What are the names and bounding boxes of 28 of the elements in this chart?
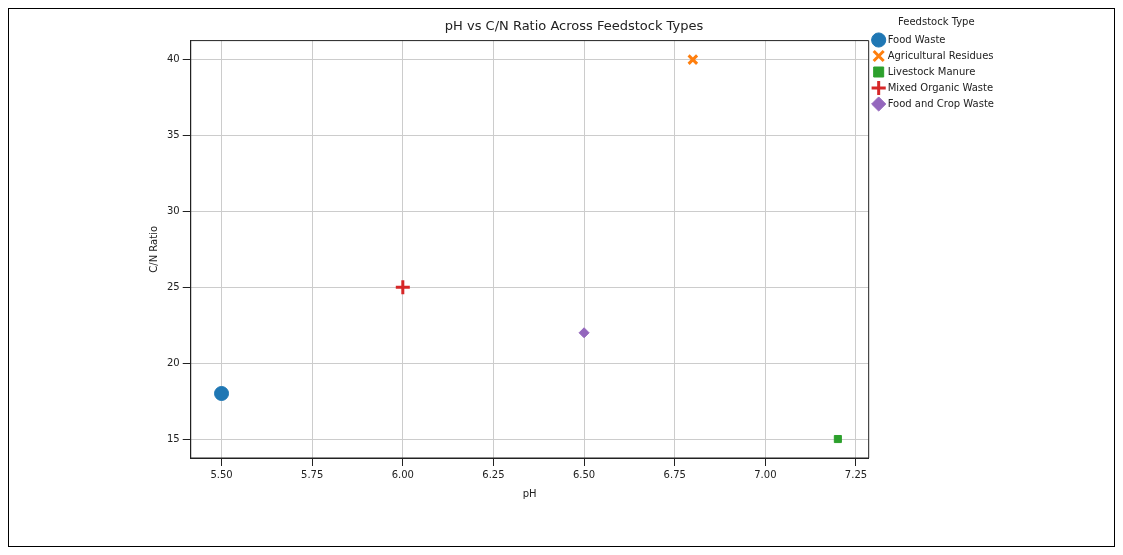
x-tick-label: 7.00 <box>754 468 777 480</box>
x-tick-label: 6.25 <box>482 468 505 480</box>
legend-label: Food Waste <box>887 33 946 45</box>
y-tick-label: 25 <box>166 280 180 292</box>
x-tick-label: 5.50 <box>210 468 233 480</box>
point <box>394 278 412 296</box>
y-tick-label: 40 <box>166 53 180 65</box>
x-tick-label: 6.75 <box>663 468 686 480</box>
point <box>833 434 842 444</box>
legend-label: Food and Crop Waste <box>887 97 994 109</box>
point <box>214 385 230 401</box>
legend-label: Agricultural Residues <box>887 49 994 61</box>
x-tick-label: 7.25 <box>844 468 868 480</box>
y-tick-label: 35 <box>166 129 180 141</box>
x-tick-label: 6.50 <box>572 468 596 480</box>
legend-label: Mixed Organic Waste <box>887 81 994 93</box>
x-axis-title: pH <box>522 487 537 499</box>
chart-title: pH vs C/N Ratio Across Feedstock Types <box>444 18 704 34</box>
y-tick-label: 15 <box>166 432 180 444</box>
x-tick-label: 5.75 <box>301 468 324 480</box>
point <box>687 53 699 66</box>
y-tick-label: 20 <box>166 356 180 368</box>
legend-title: Feedstock Type <box>898 15 975 27</box>
y-axis-title: C/N Ratio <box>147 225 159 273</box>
y-tick-label: 30 <box>166 204 180 216</box>
point <box>578 327 590 339</box>
legend-label: Livestock Manure <box>887 65 976 77</box>
x-tick-label: 6.00 <box>391 468 414 480</box>
